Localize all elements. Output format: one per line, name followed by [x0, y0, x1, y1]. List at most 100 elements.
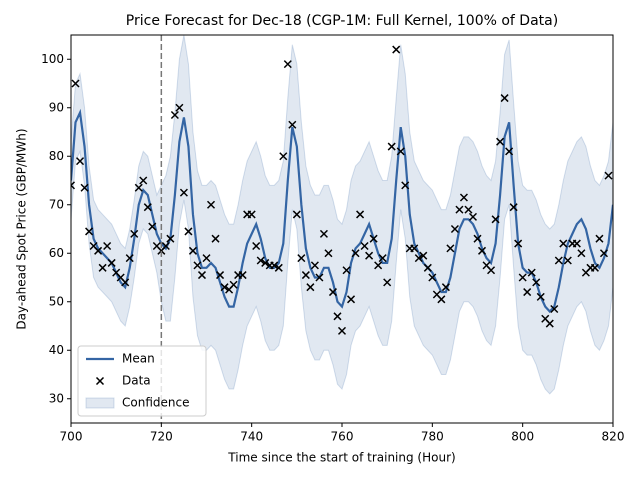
- data-point: [337, 326, 347, 335]
- data-point: [514, 239, 523, 248]
- data-point: [595, 234, 604, 243]
- data-point: [383, 278, 392, 287]
- data-point: [532, 278, 541, 287]
- x-tick-label: 720: [150, 430, 173, 444]
- data-point: [252, 241, 261, 251]
- data-point: [360, 241, 369, 251]
- data-point: [85, 227, 94, 236]
- data-point: [374, 261, 383, 270]
- data-point: [125, 254, 134, 263]
- data-point: [71, 181, 76, 190]
- data-point: [292, 210, 301, 219]
- data-point: [505, 147, 514, 156]
- data-point: [464, 205, 473, 214]
- data-point: [270, 261, 279, 270]
- y-tick-label: 50: [49, 294, 64, 308]
- data-point: [148, 222, 157, 231]
- y-tick-label: 40: [49, 343, 64, 357]
- legend-key: [85, 397, 115, 409]
- data-point: [333, 312, 342, 321]
- data-point: [347, 295, 356, 304]
- data-point: [378, 254, 387, 263]
- data-point: [279, 152, 288, 161]
- data-point: [441, 283, 450, 292]
- data-point: [577, 249, 586, 258]
- data-point: [477, 246, 487, 255]
- data-point: [509, 203, 518, 212]
- data-point: [206, 200, 216, 209]
- data-point: [523, 288, 532, 297]
- data-point: [310, 261, 319, 270]
- data-point: [324, 249, 333, 258]
- data-point: [550, 304, 559, 314]
- chart-title: Price Forecast for Dec-18 (CGP-1M: Full …: [126, 13, 558, 29]
- data-point: [94, 246, 103, 255]
- data-point: [496, 137, 505, 146]
- data-point: [288, 120, 297, 129]
- data-point: [423, 263, 432, 272]
- data-point: [297, 254, 306, 263]
- data-point: [414, 254, 423, 263]
- data-point: [247, 210, 256, 219]
- data-point: [306, 283, 315, 292]
- data-point: [487, 266, 496, 275]
- y-tick-label: 80: [49, 149, 64, 163]
- data-point: [121, 278, 130, 287]
- data-point: [238, 271, 247, 280]
- data-point: [554, 256, 563, 265]
- data-point: [572, 239, 581, 248]
- data-point: [211, 234, 220, 243]
- axes: 700 720 740 760 780 800 820 30 40 50 60 70 80 90 100 Me…: [41, 34, 624, 444]
- data-point: [356, 210, 365, 219]
- data-point: [179, 188, 188, 197]
- data-point: [170, 110, 179, 120]
- data-point: [134, 183, 143, 192]
- data-point: [473, 234, 482, 243]
- legend-label: Data: [122, 374, 151, 388]
- y-tick-label: 100: [41, 52, 64, 66]
- data-point: [103, 241, 112, 251]
- x-tick-label: 780: [421, 430, 444, 444]
- data-point: [220, 283, 229, 292]
- data-point: [559, 239, 568, 248]
- data-point: [365, 251, 374, 260]
- data-point: [71, 79, 80, 88]
- data-point: [590, 263, 599, 272]
- data-point: [536, 292, 545, 301]
- x-axis-label: Time since the start of training (Hour): [227, 451, 455, 465]
- data-point: [396, 147, 405, 156]
- data-point: [143, 203, 152, 212]
- data-point: [328, 288, 337, 297]
- confidence-band: [71, 35, 613, 395]
- data-point: [193, 261, 202, 270]
- data-point: [166, 234, 175, 243]
- data-point: [274, 263, 283, 272]
- data-point: [437, 295, 446, 304]
- data-point: [175, 103, 184, 112]
- data-point: [500, 94, 509, 103]
- data-point: [387, 142, 396, 151]
- data-point: [139, 176, 148, 185]
- data-point: [161, 241, 170, 251]
- data-point: [410, 244, 419, 253]
- plot-area: [71, 35, 613, 423]
- data-point: [527, 268, 536, 277]
- data-point: [202, 254, 211, 263]
- data-point: [450, 224, 459, 234]
- y-tick-label: 90: [49, 100, 64, 114]
- data-point: [455, 205, 464, 214]
- data-point: [216, 271, 225, 280]
- legend-label: Confidence: [122, 396, 189, 410]
- data-point: [283, 60, 292, 69]
- data-point: [401, 181, 410, 190]
- data-point: [80, 183, 89, 192]
- y-tick-label: 30: [49, 391, 64, 405]
- data-point: [261, 258, 270, 267]
- data-point: [301, 271, 310, 280]
- legend-key: [95, 376, 105, 386]
- legend: Mean Data Confidence: [77, 345, 207, 417]
- data-point: [188, 246, 197, 255]
- data-point: [392, 45, 401, 54]
- data-point: [419, 251, 428, 260]
